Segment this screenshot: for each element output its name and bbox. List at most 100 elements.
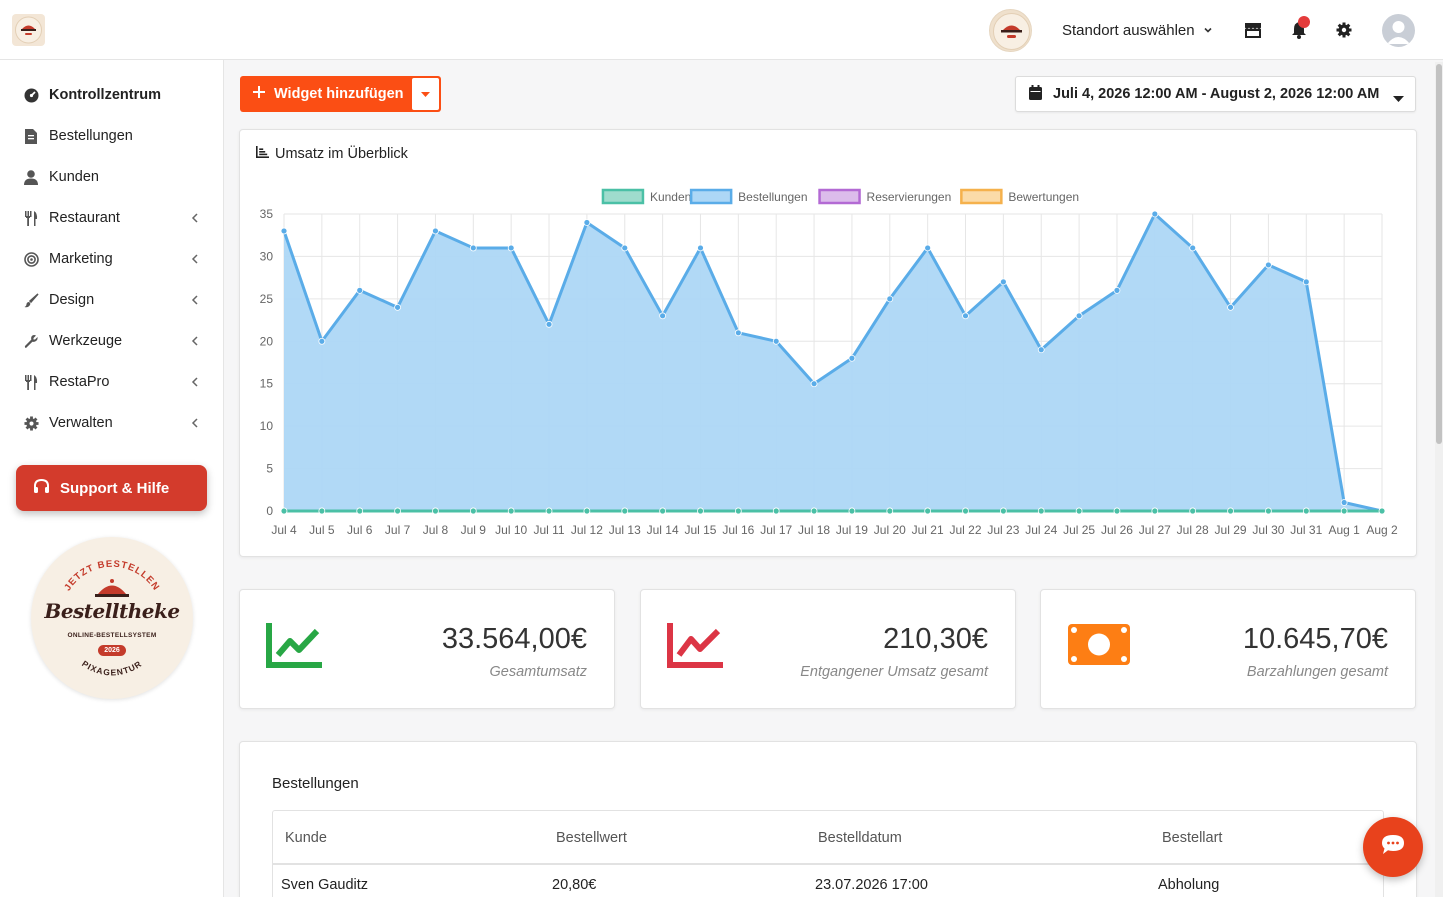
data-point xyxy=(1075,507,1083,515)
column-header[interactable]: Bestellwert xyxy=(556,830,627,846)
y-tick-label: 35 xyxy=(260,207,274,221)
stat-value: 210,30€ xyxy=(883,623,988,655)
stat-card-cash-payments: 10.645,70€ Barzahlungen gesamt xyxy=(1040,589,1416,709)
scrollbar-thumb[interactable] xyxy=(1436,64,1442,444)
date-range-picker[interactable]: Juli 4, 2026 12:00 AM - August 2, 2026 1… xyxy=(1015,76,1416,112)
data-point xyxy=(432,227,439,235)
data-point xyxy=(1113,507,1121,515)
sidebar-item-kunden[interactable]: Kunden xyxy=(0,157,224,197)
data-point xyxy=(1378,507,1386,515)
legend-label: Bestellungen xyxy=(738,190,807,204)
legend-swatch xyxy=(960,188,1003,205)
data-point xyxy=(962,312,969,320)
utensils-icon xyxy=(22,373,40,391)
data-point xyxy=(1113,286,1121,294)
data-point xyxy=(469,244,477,252)
sidebar-item-label: RestaPro xyxy=(49,374,110,390)
legend-swatch xyxy=(601,188,645,205)
data-point xyxy=(1302,507,1310,515)
user-avatar[interactable] xyxy=(1382,14,1415,47)
x-tick-label: Jul 26 xyxy=(1101,523,1133,537)
data-point xyxy=(734,507,742,515)
column-header[interactable]: Bestellart xyxy=(1162,830,1223,846)
top-bar: Standort auswählen xyxy=(0,0,1443,60)
support-button[interactable]: Support & Hilfe xyxy=(16,465,207,511)
sidebar-item-restaurant[interactable]: Restaurant xyxy=(0,198,224,238)
x-tick-label: Jul 12 xyxy=(571,523,603,537)
data-point xyxy=(1340,499,1348,506)
location-avatar[interactable] xyxy=(989,9,1032,52)
data-point xyxy=(1075,312,1083,320)
receipt-icon xyxy=(22,127,40,145)
data-point xyxy=(432,507,439,515)
data-point xyxy=(1340,507,1348,515)
y-tick-label: 15 xyxy=(260,377,274,391)
sidebar-item-werkzeuge[interactable]: Werkzeuge xyxy=(0,321,224,361)
data-point xyxy=(356,286,364,294)
series-area-bestellungen xyxy=(284,214,1382,511)
x-tick-label: Jul 27 xyxy=(1139,523,1171,537)
dashboard-icon xyxy=(22,86,40,104)
chevron-left-icon xyxy=(189,212,201,224)
sidebar-item-design[interactable]: Design xyxy=(0,280,224,320)
x-tick-label: Jul 14 xyxy=(647,523,679,537)
data-point xyxy=(810,380,818,388)
data-point xyxy=(583,219,591,226)
x-tick-label: Jul 8 xyxy=(423,523,449,537)
gear-icon[interactable] xyxy=(1334,20,1354,40)
chart-bar-icon xyxy=(256,146,269,162)
x-tick-label: Jul 29 xyxy=(1215,523,1247,537)
notification-dot xyxy=(1298,16,1310,28)
x-tick-label: Jul 7 xyxy=(385,523,411,537)
add-widget-dropdown-toggle[interactable] xyxy=(412,78,439,110)
table-row[interactable]: Sven Gauditz 20,80€ 23.07.2026 17:00 Abh… xyxy=(273,865,1383,897)
data-point xyxy=(583,507,591,515)
data-point xyxy=(507,244,515,252)
x-tick-label: Jul 9 xyxy=(461,523,487,537)
chart-card-title: Umsatz im Überblick xyxy=(275,146,408,162)
sidebar-item-kontrollzentrum[interactable]: Kontrollzentrum xyxy=(0,75,224,115)
sidebar-item-label: Restaurant xyxy=(49,210,120,226)
sidebar-item-restapro[interactable]: RestaPro xyxy=(0,362,224,402)
chevron-left-icon xyxy=(189,253,201,265)
data-point xyxy=(772,337,780,345)
column-header[interactable]: Bestelldatum xyxy=(818,830,902,846)
orders-table: Kunde Bestellwert Bestelldatum Bestellar… xyxy=(272,810,1384,897)
user-icon xyxy=(22,168,40,186)
sidebar-item-label: Kunden xyxy=(49,169,99,185)
x-tick-label: Jul 10 xyxy=(495,523,527,537)
data-point xyxy=(469,507,477,515)
sidebar: Kontrollzentrum Bestellungen Kunden Rest… xyxy=(0,60,224,897)
column-header[interactable]: Kunde xyxy=(285,830,327,846)
data-point xyxy=(394,303,401,311)
sidebar-item-marketing[interactable]: Marketing xyxy=(0,239,224,279)
sidebar-item-label: Werkzeuge xyxy=(49,333,123,349)
chat-button[interactable] xyxy=(1363,817,1423,877)
stat-card-total-revenue: 33.564,00€ Gesamtumsatz xyxy=(239,589,615,709)
data-point xyxy=(356,507,364,515)
app-logo[interactable] xyxy=(12,14,45,46)
add-widget-button[interactable]: Widget hinzufügen xyxy=(240,76,412,112)
location-select[interactable]: Standort auswählen xyxy=(1062,20,1213,40)
data-point xyxy=(318,507,326,515)
data-point xyxy=(1189,244,1197,252)
support-button-label: Support & Hilfe xyxy=(60,479,170,497)
stat-label: Entgangener Umsatz gesamt xyxy=(800,664,988,680)
store-icon[interactable] xyxy=(1243,20,1263,40)
y-tick-label: 0 xyxy=(266,504,273,518)
chart-line-down-icon xyxy=(666,619,726,671)
x-tick-label: Jul 4 xyxy=(271,523,297,537)
svg-text:PIXAGENTUR: PIXAGENTUR xyxy=(80,658,144,677)
stat-card-lost-revenue: 210,30€ Entgangener Umsatz gesamt xyxy=(640,589,1016,709)
calendar-icon xyxy=(1029,84,1042,104)
y-tick-label: 25 xyxy=(260,292,274,306)
target-icon xyxy=(22,250,40,268)
sidebar-item-verwalten[interactable]: Verwalten xyxy=(0,403,224,443)
sidebar-item-label: Bestellungen xyxy=(49,128,133,144)
data-point xyxy=(999,507,1007,515)
data-point xyxy=(848,507,856,515)
scrollbar-track[interactable] xyxy=(1435,62,1443,897)
headset-icon xyxy=(33,478,50,499)
x-tick-label: Jul 22 xyxy=(950,523,982,537)
sidebar-item-bestellungen[interactable]: Bestellungen xyxy=(0,116,224,156)
